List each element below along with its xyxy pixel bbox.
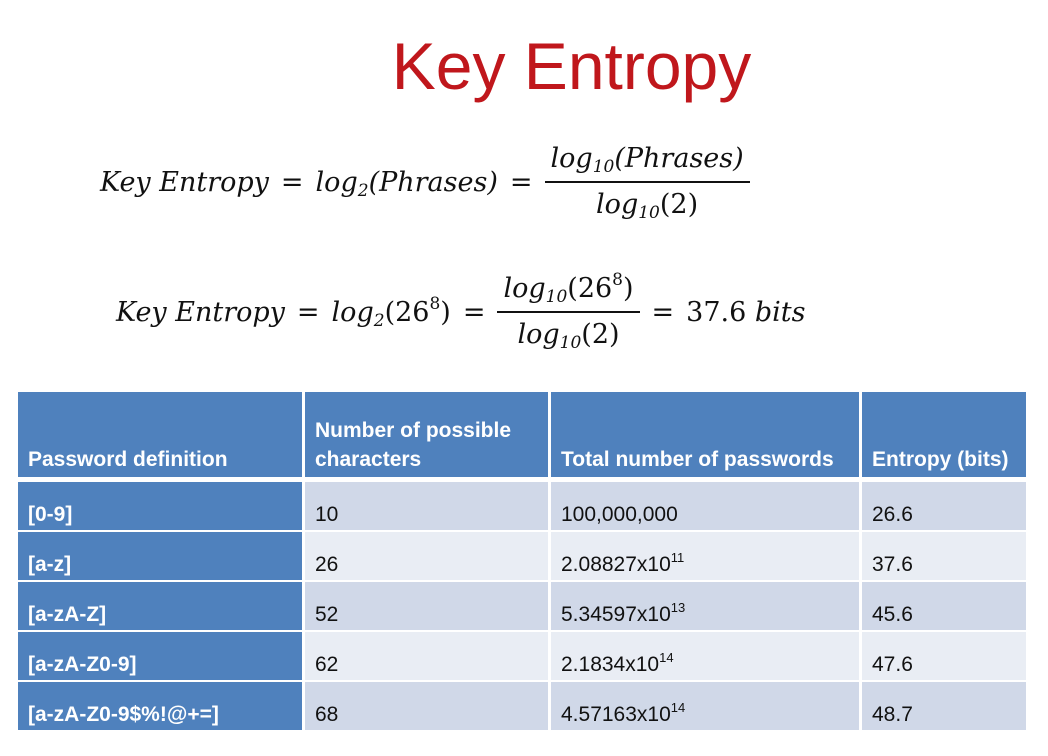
cell-characters: 26	[305, 532, 551, 582]
cell-total: 5.34597x1013	[551, 582, 862, 632]
cell-definition: [a-zA-Z]	[18, 582, 305, 632]
cell-definition: [a-z]	[18, 532, 305, 582]
table-row: [0-9] 10 100,000,000 26.6	[18, 482, 1026, 532]
cell-definition: [a-zA-Z0-9]	[18, 632, 305, 682]
formula-result-unit: bits	[754, 296, 806, 328]
cell-entropy: 37.6	[862, 532, 1026, 582]
formula-lhs: Key Entropy	[116, 296, 285, 328]
equals-sign: =	[509, 166, 533, 198]
fraction-numerator: log10(268)	[497, 270, 640, 313]
cell-total: 4.57163x1014	[551, 682, 862, 732]
entropy-table-container: Password definition Number of possible c…	[18, 392, 1026, 740]
table-row: [a-zA-Z0-9] 62 2.1834x1014 47.6	[18, 632, 1026, 682]
equals-sign: =	[462, 296, 486, 328]
cell-characters: 62	[305, 632, 551, 682]
cell-total: 100,000,000	[551, 482, 862, 532]
formula-fraction: log10(268) log10(2)	[497, 270, 640, 354]
formula-fraction: log10(Phrases) log10(2)	[544, 140, 750, 224]
table-row: [a-zA-Z] 52 5.34597x1013 45.6	[18, 582, 1026, 632]
entropy-table: Password definition Number of possible c…	[18, 392, 1026, 732]
header-password-definition: Password definition	[18, 392, 305, 482]
slide-title: Key Entropy	[391, 29, 752, 103]
table-header-row: Password definition Number of possible c…	[18, 392, 1026, 482]
header-possible-characters: Number of possible characters	[305, 392, 551, 482]
formula-lhs: Key Entropy	[100, 166, 269, 198]
fraction-numerator: log10(Phrases)	[544, 140, 750, 183]
equals-sign: =	[296, 296, 320, 328]
fraction-denominator: log10(2)	[517, 319, 620, 353]
cell-definition: [0-9]	[18, 482, 305, 532]
cell-entropy: 26.6	[862, 482, 1026, 532]
cell-characters: 68	[305, 682, 551, 732]
cell-entropy: 45.6	[862, 582, 1026, 632]
table-row: [a-z] 26 2.08827x1011 37.6	[18, 532, 1026, 582]
cell-total: 2.1834x1014	[551, 632, 862, 682]
cell-characters: 52	[305, 582, 551, 632]
fraction-denominator: log10(2)	[596, 189, 699, 223]
equals-sign: =	[280, 166, 304, 198]
formula-log2-term: log2(Phrases)	[315, 166, 498, 201]
cell-entropy: 48.7	[862, 682, 1026, 732]
cell-total: 2.08827x1011	[551, 532, 862, 582]
header-entropy-bits: Entropy (bits)	[862, 392, 1026, 482]
cell-definition: [a-zA-Z0-9$%!@+=]	[18, 682, 305, 732]
formula-result-value: 37.6	[686, 296, 747, 328]
cell-characters: 10	[305, 482, 551, 532]
formula-log2-term: log2(268)	[331, 293, 451, 331]
header-total-passwords: Total number of passwords	[551, 392, 862, 482]
cell-entropy: 47.6	[862, 632, 1026, 682]
entropy-formula-general: Key Entropy = log2(Phrases) = log10(Phra…	[100, 140, 750, 224]
table-row: [a-zA-Z0-9$%!@+=] 68 4.57163x1014 48.7	[18, 682, 1026, 732]
entropy-formula-example: Key Entropy = log2(268) = log10(268) log…	[116, 270, 806, 354]
equals-sign: =	[651, 296, 675, 328]
